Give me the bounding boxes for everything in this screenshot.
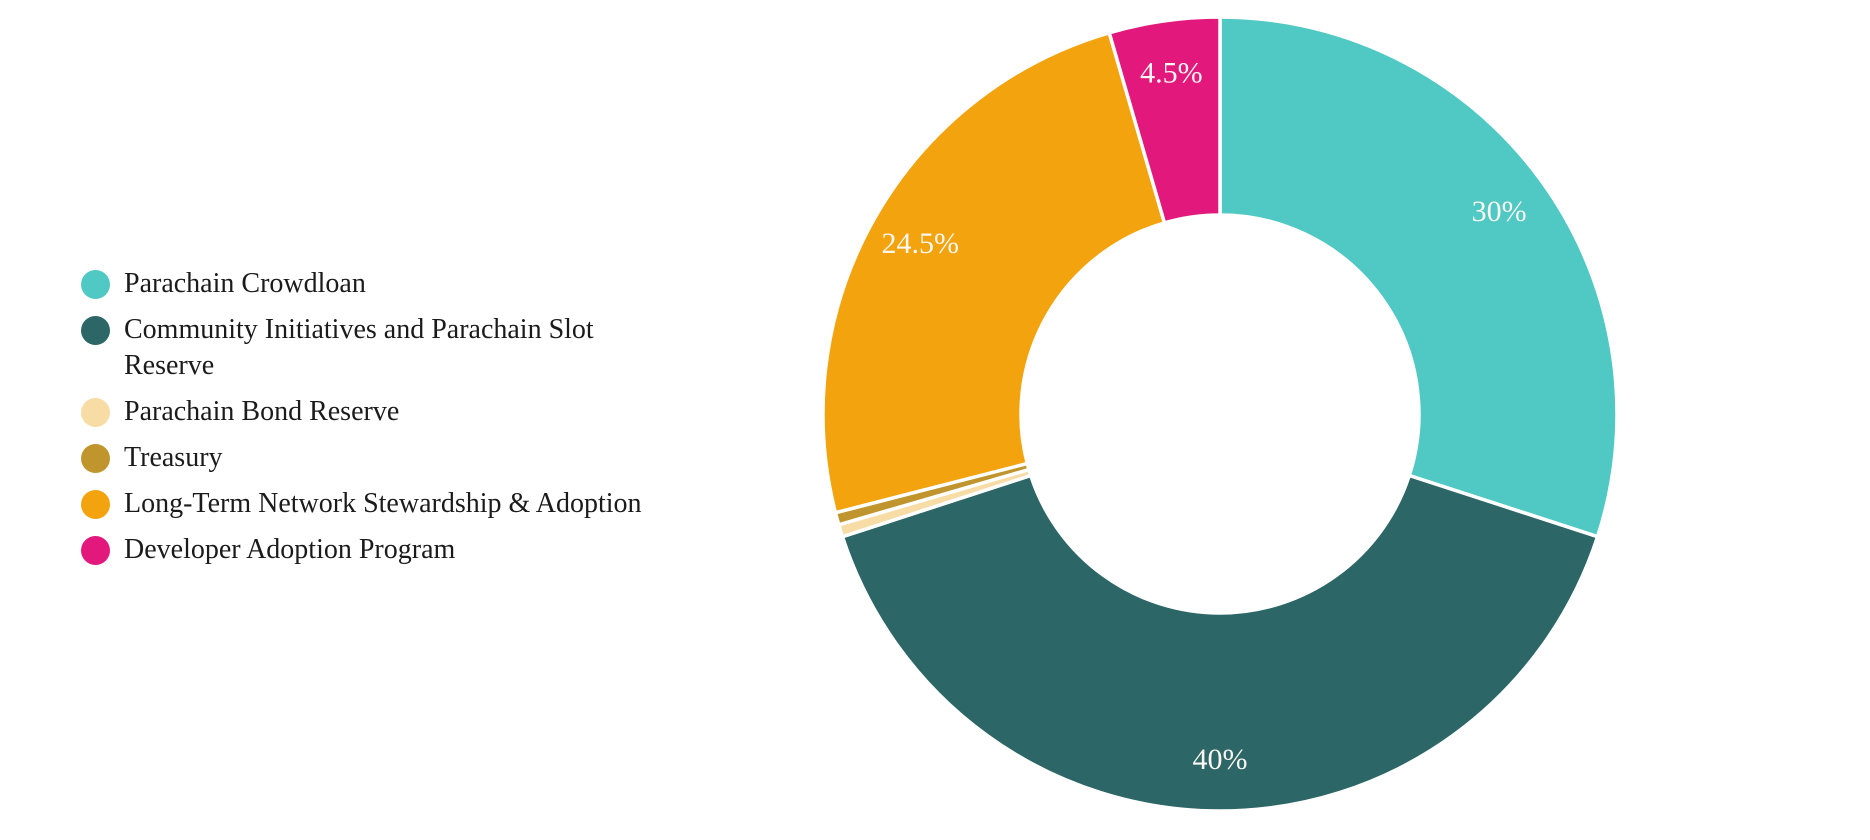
legend-label: Long-Term Network Stewardship & Adoption xyxy=(124,488,642,519)
legend-item-community-initiatives-and-parachain-slot-reserve: Community Initiatives and Parachain Slot… xyxy=(81,312,661,384)
slice-percent-label-parachain-crowdloan: 30% xyxy=(1472,195,1527,228)
legend-color-dot xyxy=(81,316,110,345)
legend-item-treasury: Treasury xyxy=(81,440,661,476)
legend-item-parachain-crowdloan: Parachain Crowdloan xyxy=(81,266,661,302)
legend-color-dot xyxy=(81,536,110,565)
legend-label: Community Initiatives and Parachain Slot… xyxy=(124,314,594,381)
legend-item-long-term-network-stewardship-and-adoption: Long-Term Network Stewardship & Adoption xyxy=(81,486,661,522)
donut-slice-long-term-network-stewardship-and-adoption xyxy=(821,31,1167,515)
legend-color-dot xyxy=(81,444,110,473)
donut-slice-parachain-crowdloan xyxy=(1218,15,1619,539)
chart-legend: Parachain Crowdloan Community Initiatives… xyxy=(81,266,661,578)
donut-slice-developer-adoption-program xyxy=(1107,15,1222,225)
legend-label: Treasury xyxy=(124,442,223,473)
slice-percent-label-long-term-network-stewardship-and-adoption: 24.5% xyxy=(882,227,960,260)
legend-label: Developer Adoption Program xyxy=(124,534,456,565)
legend-label: Parachain Bond Reserve xyxy=(124,396,400,427)
legend-color-dot xyxy=(81,490,110,519)
slice-percent-label-community-initiatives-and-parachain-slot-reserve: 40% xyxy=(1193,743,1248,776)
legend-color-dot xyxy=(81,398,110,427)
legend-label: Parachain Crowdloan xyxy=(124,268,366,299)
slice-percent-label-developer-adoption-program: 4.5% xyxy=(1140,56,1203,89)
legend-color-dot xyxy=(81,270,110,299)
legend-item-developer-adoption-program: Developer Adoption Program xyxy=(81,532,661,568)
legend-item-parachain-bond-reserve: Parachain Bond Reserve xyxy=(81,394,661,430)
donut-slice-community-initiatives-and-parachain-slot-reserve xyxy=(840,473,1600,813)
